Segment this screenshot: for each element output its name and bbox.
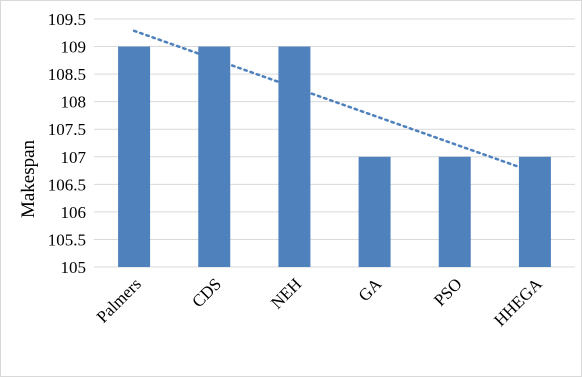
- y-tick-label: 108.5: [48, 65, 86, 84]
- y-axis-ticks: 105 105.5 106 106.5 107 107.5 108 108.5 109 109.5: [48, 10, 87, 277]
- y-tick-label: 108: [61, 93, 87, 112]
- y-tick-label: 109.5: [48, 10, 86, 29]
- y-tick-label: 106.5: [48, 175, 86, 194]
- x-tick-label: GA: [355, 274, 386, 305]
- y-tick-label: 107.5: [48, 120, 86, 139]
- y-tick-label: 107: [61, 148, 87, 167]
- x-tick-label: HHEGA: [490, 274, 546, 330]
- bar-neh: [278, 46, 311, 267]
- x-axis-ticks: Palmers CDS NEH GA PSO HHEGA: [93, 274, 547, 330]
- x-tick-label: Palmers: [93, 274, 145, 326]
- y-tick-label: 105.5: [48, 230, 86, 249]
- bar-cds: [198, 46, 231, 267]
- x-tick-label: CDS: [188, 274, 225, 311]
- bar-pso: [438, 156, 471, 267]
- y-axis-title: Makespan: [18, 139, 39, 218]
- bar-hhega: [518, 156, 551, 267]
- x-tick-label: PSO: [430, 274, 465, 309]
- bar-palmers: [118, 46, 151, 267]
- trendline-dotted: [132, 29, 537, 174]
- gridlines: [94, 18, 575, 268]
- trendline: [132, 29, 537, 174]
- x-tick-label: NEH: [267, 274, 305, 312]
- bar-ga: [358, 156, 391, 267]
- bars: [118, 46, 551, 267]
- y-tick-label: 106: [61, 203, 87, 222]
- y-tick-label: 109: [61, 38, 87, 57]
- y-tick-label: 105: [61, 258, 87, 277]
